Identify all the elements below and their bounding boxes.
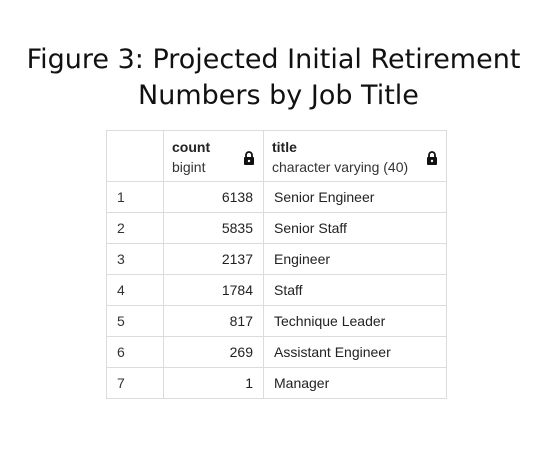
count-cell[interactable]: 1 <box>164 368 264 399</box>
lock-icon <box>426 151 438 165</box>
column-type: character varying (40) <box>272 159 408 175</box>
row-number: 7 <box>107 368 164 399</box>
title-cell[interactable]: Engineer <box>264 244 447 275</box>
table-row[interactable]: 3 2137 Engineer <box>107 244 447 275</box>
table-row[interactable]: 1 6138 Senior Engineer <box>107 182 447 213</box>
column-type: bigint <box>172 159 205 175</box>
count-cell[interactable]: 5835 <box>164 213 264 244</box>
table-row[interactable]: 5 817 Technique Leader <box>107 306 447 337</box>
column-header-count[interactable]: count bigint <box>164 131 264 182</box>
row-number: 2 <box>107 213 164 244</box>
title-cell[interactable]: Technique Leader <box>264 306 447 337</box>
count-cell[interactable]: 269 <box>164 337 264 368</box>
count-cell[interactable]: 6138 <box>164 182 264 213</box>
title-cell[interactable]: Assistant Engineer <box>264 337 447 368</box>
count-cell[interactable]: 1784 <box>164 275 264 306</box>
figure-title: Figure 3: Projected Initial Retirement N… <box>0 42 547 114</box>
table-row[interactable]: 4 1784 Staff <box>107 275 447 306</box>
figure-title-line1: Figure 3: Projected Initial Retirement <box>27 44 521 75</box>
results-table: count bigint title character varying (40… <box>106 130 447 399</box>
figure-title-line2: Numbers by Job Title <box>0 78 547 114</box>
row-number-header <box>107 131 164 182</box>
row-number: 1 <box>107 182 164 213</box>
column-name: title <box>272 139 297 155</box>
row-number: 5 <box>107 306 164 337</box>
title-cell[interactable]: Manager <box>264 368 447 399</box>
count-cell[interactable]: 817 <box>164 306 264 337</box>
title-cell[interactable]: Staff <box>264 275 447 306</box>
table-row[interactable]: 2 5835 Senior Staff <box>107 213 447 244</box>
table-header-row: count bigint title character varying (40… <box>107 131 447 182</box>
row-number: 4 <box>107 275 164 306</box>
column-header-title[interactable]: title character varying (40) <box>264 131 447 182</box>
title-cell[interactable]: Senior Engineer <box>264 182 447 213</box>
table-row[interactable]: 7 1 Manager <box>107 368 447 399</box>
count-cell[interactable]: 2137 <box>164 244 264 275</box>
column-name: count <box>172 139 210 155</box>
title-cell[interactable]: Senior Staff <box>264 213 447 244</box>
table-row[interactable]: 6 269 Assistant Engineer <box>107 337 447 368</box>
lock-icon <box>243 151 255 165</box>
row-number: 3 <box>107 244 164 275</box>
row-number: 6 <box>107 337 164 368</box>
